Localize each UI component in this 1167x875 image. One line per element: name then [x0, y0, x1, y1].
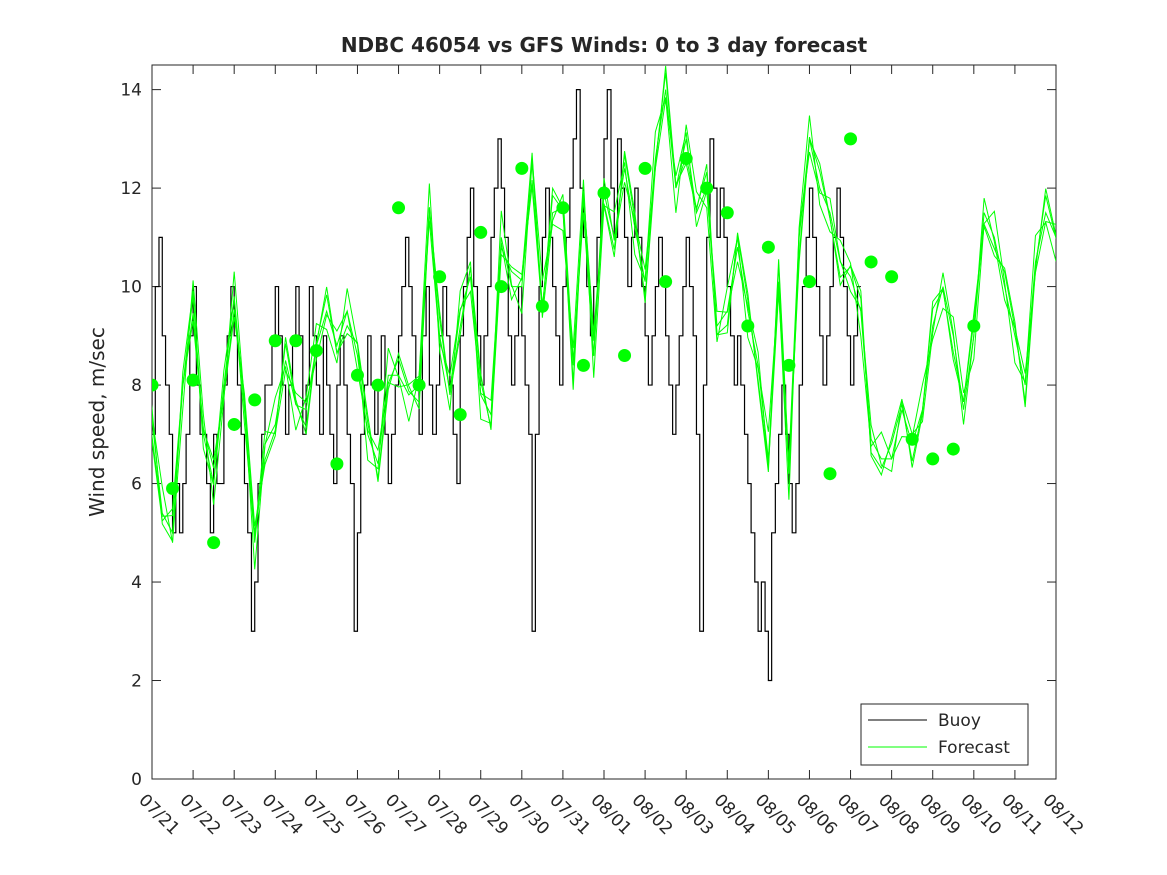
- forecast-marker: [289, 334, 303, 348]
- legend-forecast-label: Forecast: [938, 738, 1010, 758]
- x-tick-label: 08/03: [669, 790, 718, 839]
- x-tick-label: 07/26: [340, 790, 389, 839]
- x-tick-label: 08/01: [586, 790, 635, 839]
- x-tick-label: 08/05: [751, 790, 800, 839]
- forecast-marker: [515, 161, 529, 175]
- forecast-marker: [782, 358, 796, 372]
- x-tick-label: 08/04: [710, 790, 759, 839]
- forecast-marker: [741, 319, 755, 333]
- x-tick-label: 07/31: [545, 790, 594, 839]
- forecast-marker: [186, 373, 200, 387]
- x-tick-label: 08/09: [915, 790, 964, 839]
- forecast-marker: [453, 408, 467, 422]
- forecast-marker: [967, 319, 981, 333]
- forecast-marker: [227, 417, 241, 431]
- forecast-marker: [618, 349, 632, 363]
- forecast-marker: [946, 442, 960, 456]
- x-tick-label: 08/08: [874, 790, 923, 839]
- forecast-marker: [679, 152, 693, 166]
- forecast-line: [152, 97, 1056, 570]
- forecast-marker: [700, 181, 714, 195]
- x-tick-label: 07/30: [504, 790, 553, 839]
- x-tick-label: 07/28: [422, 790, 471, 839]
- forecast-marker: [166, 481, 180, 495]
- forecast-marker: [207, 536, 221, 550]
- x-tick-label: 07/29: [463, 790, 512, 839]
- forecast-marker: [350, 368, 364, 382]
- series-group: [125, 65, 1056, 682]
- forecast-marker: [494, 280, 508, 294]
- forecast-line: [152, 65, 1056, 527]
- y-tick-label: 12: [120, 179, 142, 199]
- x-tick-label: 08/11: [997, 790, 1046, 839]
- forecast-marker: [125, 507, 138, 520]
- forecast-marker: [556, 201, 570, 215]
- y-tick-label: 2: [131, 672, 142, 692]
- forecast-marker: [412, 378, 426, 392]
- forecast-marker: [474, 225, 488, 239]
- forecast-marker: [371, 378, 385, 392]
- forecast-marker: [535, 299, 549, 313]
- forecast-marker: [905, 432, 919, 446]
- x-tick-label: 08/07: [833, 790, 882, 839]
- legend-box: [860, 703, 1029, 766]
- x-tick-label: 07/25: [299, 790, 348, 839]
- forecast-marker: [761, 240, 775, 254]
- x-tick-label: 08/12: [1038, 790, 1087, 839]
- x-tick-label: 07/24: [258, 790, 307, 839]
- y-axis-label: Wind speed, m/sec: [85, 327, 109, 517]
- y-tick-label: 14: [120, 81, 142, 101]
- forecast-marker: [864, 255, 878, 269]
- forecast-marker: [844, 132, 858, 146]
- forecast-marker: [152, 378, 159, 392]
- forecast-marker: [576, 358, 590, 372]
- forecast-marker: [248, 393, 262, 407]
- forecast-marker: [433, 270, 447, 284]
- forecast-marker: [392, 201, 406, 215]
- x-tick-label: 08/02: [628, 790, 677, 839]
- x-tick-label: 08/10: [956, 790, 1005, 839]
- x-tick-label: 07/21: [134, 790, 183, 839]
- x-tick-label: 08/06: [792, 790, 841, 839]
- forecast-marker: [268, 334, 282, 348]
- buoy-line: [152, 89, 861, 682]
- forecast-marker: [638, 161, 652, 175]
- forecast-marker: [309, 344, 323, 358]
- y-tick-label: 0: [131, 770, 142, 790]
- forecast-line: [152, 72, 1056, 534]
- forecast-marker: [597, 186, 611, 200]
- chart-title: NDBC 46054 vs GFS Winds: 0 to 3 day fore…: [341, 33, 868, 57]
- legend: Buoy Forecast: [860, 703, 1029, 766]
- forecast-marker: [659, 275, 673, 289]
- y-tick-label: 8: [131, 376, 142, 396]
- y-tick-label: 4: [131, 573, 142, 593]
- plot-area: 0246810121407/2107/2207/2307/2407/2507/2…: [120, 64, 1087, 839]
- x-tick-label: 07/23: [217, 790, 266, 839]
- forecast-marker: [823, 467, 837, 481]
- x-tick-label: 07/22: [176, 790, 225, 839]
- forecast-marker: [802, 275, 816, 289]
- forecast-marker: [330, 457, 344, 471]
- x-tick-label: 07/27: [381, 790, 430, 839]
- y-tick-label: 6: [131, 475, 142, 495]
- forecast-marker: [885, 270, 899, 284]
- legend-buoy-label: Buoy: [938, 711, 981, 731]
- y-tick-label: 10: [120, 278, 142, 298]
- forecast-marker: [720, 206, 734, 220]
- forecast-marker: [926, 452, 940, 466]
